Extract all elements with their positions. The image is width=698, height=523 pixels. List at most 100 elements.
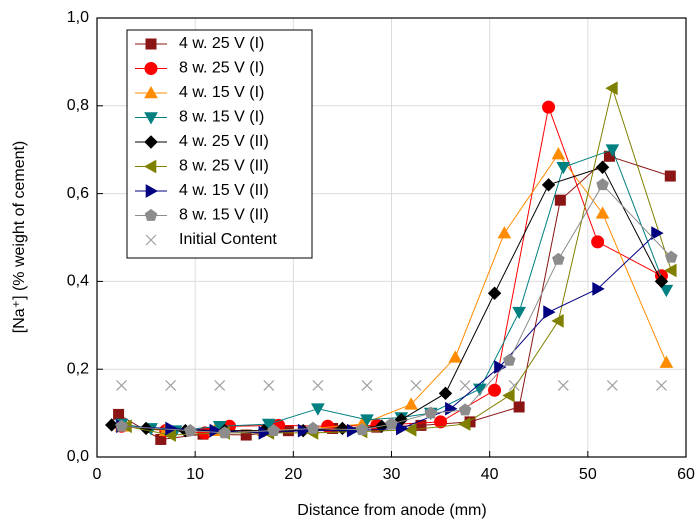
marker	[312, 380, 324, 391]
marker	[116, 380, 127, 391]
marker	[263, 380, 275, 391]
marker	[355, 423, 369, 436]
marker	[139, 421, 153, 436]
marker	[105, 418, 119, 432]
marker	[664, 170, 676, 182]
marker	[424, 406, 438, 419]
marker	[488, 383, 502, 397]
marker	[183, 424, 197, 437]
marker	[595, 206, 610, 219]
marker	[434, 415, 448, 429]
marker	[542, 100, 556, 114]
marker	[144, 62, 158, 75]
marker	[502, 388, 515, 403]
y-tick-label: 0,2	[67, 360, 89, 377]
marker	[258, 426, 271, 440]
marker	[113, 408, 125, 420]
marker	[664, 263, 677, 278]
marker	[513, 401, 525, 413]
marker	[551, 147, 566, 160]
marker	[497, 226, 512, 239]
x-tick-label: 40	[481, 466, 499, 483]
y-axis-label: [Na⁺] (% weight of cement)	[11, 141, 28, 334]
marker	[556, 161, 571, 175]
legend-label: 8 w. 15 V (I)	[179, 109, 264, 126]
marker	[335, 421, 350, 436]
y-tick-label: 0,8	[67, 97, 89, 114]
marker	[209, 423, 222, 438]
marker	[218, 426, 231, 439]
marker	[410, 380, 422, 391]
series-line	[121, 105, 662, 434]
marker	[605, 144, 620, 157]
legend-label: Initial Content	[179, 231, 277, 248]
marker	[656, 380, 667, 391]
marker	[458, 417, 471, 431]
legend-label: 8 w. 15 V (II)	[179, 207, 269, 224]
marker	[404, 422, 417, 437]
marker	[144, 112, 158, 125]
marker	[145, 234, 157, 246]
x-tick-label: 20	[284, 466, 302, 483]
marker	[306, 421, 320, 434]
marker	[503, 353, 516, 366]
legend-label: 8 w. 25 V (II)	[179, 158, 269, 175]
marker	[361, 380, 373, 391]
marker	[541, 178, 556, 192]
marker	[508, 380, 520, 391]
marker	[592, 282, 605, 296]
marker	[198, 426, 212, 440]
marker	[459, 380, 471, 391]
legend-label: 4 w. 25 V (II)	[179, 133, 269, 150]
legend-label: 4 w. 15 V (I)	[179, 84, 264, 101]
y-tick-label: 0,0	[67, 448, 89, 465]
x-tick-label: 10	[186, 466, 204, 483]
plot-frame	[96, 17, 687, 458]
marker	[346, 423, 360, 438]
marker	[605, 81, 618, 96]
marker	[214, 380, 226, 391]
marker	[311, 403, 325, 416]
legend-label: 4 w. 25 V (I)	[179, 35, 264, 52]
marker	[651, 226, 664, 240]
legend-label: 8 w. 25 V (I)	[179, 60, 264, 77]
marker	[145, 184, 159, 198]
legend-label: 4 w. 15 V (II)	[179, 182, 269, 199]
marker	[494, 360, 507, 374]
marker	[554, 194, 566, 206]
marker	[165, 421, 178, 436]
marker	[487, 286, 502, 300]
y-tick-label: 1,0	[67, 9, 89, 26]
marker	[543, 305, 556, 319]
marker	[396, 421, 409, 436]
y-tick-label: 0,4	[67, 273, 89, 290]
x-tick-label: 0	[93, 466, 102, 483]
marker	[557, 380, 569, 391]
marker	[145, 38, 157, 50]
marker	[551, 314, 564, 328]
marker	[144, 208, 158, 221]
marker	[654, 274, 669, 289]
marker	[438, 386, 453, 401]
x-axis-label: Distance from anode (mm)	[297, 502, 486, 519]
marker	[659, 284, 674, 298]
x-tick-label: 50	[579, 466, 597, 483]
marker	[591, 235, 605, 249]
marker	[144, 85, 158, 99]
marker	[261, 418, 276, 432]
marker	[144, 135, 158, 149]
marker	[458, 403, 472, 416]
marker	[448, 350, 463, 363]
marker	[240, 429, 252, 441]
marker	[606, 380, 618, 391]
y-tick-label: 0,6	[67, 185, 89, 202]
x-tick-label: 60	[677, 466, 695, 483]
marker	[596, 178, 609, 191]
marker	[664, 250, 678, 263]
marker	[404, 397, 418, 410]
marker	[512, 306, 526, 320]
marker	[297, 423, 311, 438]
marker	[385, 417, 398, 430]
marker	[267, 424, 280, 437]
